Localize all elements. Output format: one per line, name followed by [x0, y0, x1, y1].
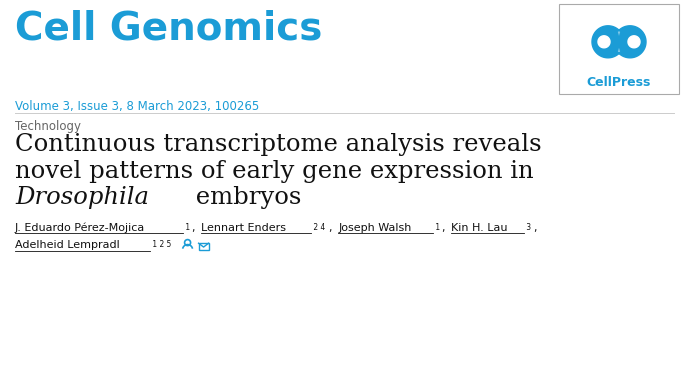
Text: Joseph Walsh: Joseph Walsh [338, 223, 411, 233]
Text: 1 2 5: 1 2 5 [150, 241, 172, 250]
Text: ,: , [192, 223, 199, 233]
Text: ,: , [442, 223, 449, 233]
Text: Volume 3, Issue 3, 8 March 2023, 100265: Volume 3, Issue 3, 8 March 2023, 100265 [15, 100, 259, 113]
Text: ,: , [533, 223, 537, 233]
Polygon shape [628, 36, 640, 48]
Text: Drosophila: Drosophila [15, 186, 149, 209]
Text: 1: 1 [183, 223, 190, 232]
Polygon shape [598, 36, 610, 48]
Text: ,: , [329, 223, 336, 233]
Text: Kin H. Lau: Kin H. Lau [451, 223, 508, 233]
Polygon shape [592, 26, 646, 58]
Text: embryos: embryos [188, 186, 301, 209]
Text: 3: 3 [524, 223, 531, 232]
Text: Adelheid Lempradl: Adelheid Lempradl [15, 241, 120, 250]
Text: novel patterns of early gene expression in: novel patterns of early gene expression … [15, 159, 533, 182]
Text: Cell Genomics: Cell Genomics [15, 10, 322, 48]
FancyBboxPatch shape [559, 4, 679, 94]
Text: Continuous transcriptome analysis reveals: Continuous transcriptome analysis reveal… [15, 133, 542, 156]
Text: Technology: Technology [15, 120, 81, 133]
Text: 1: 1 [433, 223, 440, 232]
Text: 2 4: 2 4 [311, 223, 325, 232]
Text: CellPress: CellPress [587, 76, 651, 89]
Text: J. Eduardo Pérez-Mojica: J. Eduardo Pérez-Mojica [15, 223, 145, 233]
Text: Lennart Enders: Lennart Enders [201, 223, 287, 233]
